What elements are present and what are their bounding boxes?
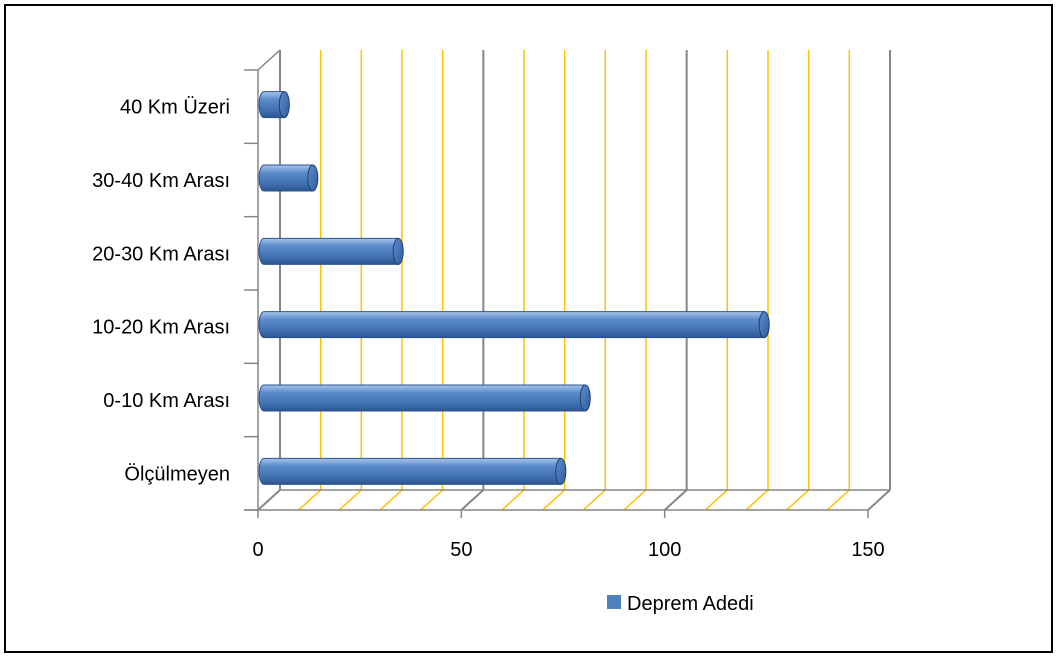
- minor-floor-gridline: [542, 489, 566, 511]
- minor-floor-gridline: [826, 489, 850, 511]
- minor-floor-gridline: [623, 489, 647, 511]
- bar-5: [258, 164, 319, 192]
- minor-floor-gridline: [501, 489, 525, 511]
- category-label: 0-10 Km Arası: [103, 390, 230, 412]
- bar-1: [258, 457, 567, 485]
- minor-floor-gridline: [420, 489, 444, 511]
- bar-body: [258, 91, 285, 119]
- bar-body: [258, 457, 562, 485]
- minor-floor-gridline: [745, 489, 769, 511]
- major-floor-gridline: [867, 489, 891, 511]
- minor-floor-gridline: [704, 489, 728, 511]
- minor-floor-gridline: [786, 489, 810, 511]
- major-floor-gridline: [460, 489, 485, 511]
- legend-swatch: [607, 595, 621, 609]
- category-label: 10-20 Km Arası: [92, 317, 230, 339]
- legend-label: Deprem Adedi: [627, 593, 754, 615]
- axes: [244, 49, 890, 518]
- minor-floor-gridline: [338, 489, 362, 511]
- minor-floor-gridline: [582, 489, 606, 511]
- major-floor-gridline: [663, 489, 688, 511]
- value-tick-label: 150: [851, 539, 884, 561]
- value-tick-label: 50: [450, 539, 472, 561]
- category-label: 40 Km Üzeri: [120, 97, 230, 119]
- value-tick-label: 100: [648, 539, 681, 561]
- category-label: Ölçülmeyen: [124, 463, 230, 485]
- side-wall-top-edge: [257, 49, 281, 71]
- bar-6: [258, 91, 290, 119]
- gridlines: [257, 50, 891, 511]
- category-label: 30-40 Km Arası: [92, 170, 230, 192]
- value-tick-label: 0: [252, 539, 263, 561]
- bar-body: [258, 384, 586, 412]
- bar-end-cap: [555, 457, 567, 485]
- minor-floor-gridline: [298, 489, 322, 511]
- bar-body: [258, 237, 399, 265]
- bar-end-cap: [579, 384, 591, 412]
- bar-end-cap: [758, 311, 770, 339]
- bars: [258, 91, 770, 485]
- bar-end-cap: [307, 164, 319, 192]
- major-floor-gridline: [257, 489, 281, 511]
- category-label: 20-30 Km Arası: [92, 243, 230, 265]
- bar-body: [258, 164, 314, 192]
- axis-labels: Ölçülmeyen 0-10 Km Arası 10-20 Km Arası 20-…: [92, 97, 885, 561]
- bar-end-cap: [278, 91, 290, 119]
- legend: Deprem Adedi: [607, 593, 754, 615]
- bar-body: [258, 311, 765, 339]
- bar-4: [258, 237, 404, 265]
- bar-2: [258, 384, 591, 412]
- bar-3: [258, 311, 770, 339]
- minor-floor-gridline: [379, 489, 403, 511]
- bar-end-cap: [392, 237, 404, 265]
